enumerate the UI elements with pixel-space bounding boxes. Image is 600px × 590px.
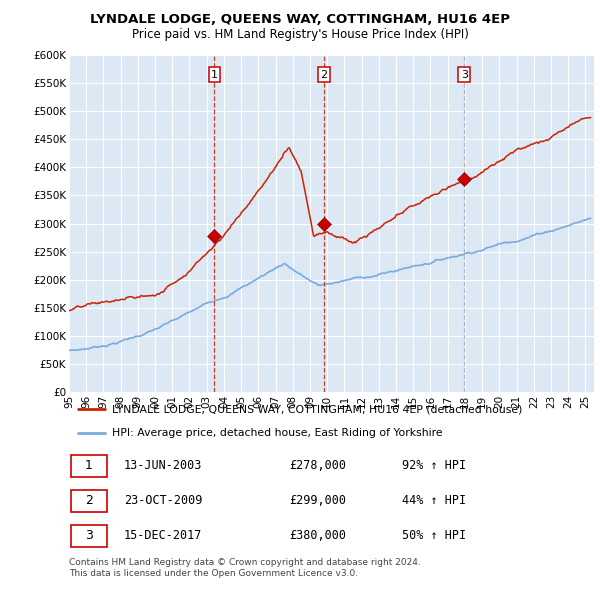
Text: 2: 2 (320, 70, 328, 80)
Text: Contains HM Land Registry data © Crown copyright and database right 2024.
This d: Contains HM Land Registry data © Crown c… (69, 558, 421, 578)
Point (209, 231, 219, 241)
Text: LYNDALE LODGE, QUEENS WAY, COTTINGHAM, HU16 4EP: LYNDALE LODGE, QUEENS WAY, COTTINGHAM, H… (90, 13, 510, 26)
Text: LYNDALE LODGE, QUEENS WAY, COTTINGHAM, HU16 4EP (detached house): LYNDALE LODGE, QUEENS WAY, COTTINGHAM, H… (112, 404, 523, 414)
Text: 13-JUN-2003: 13-JUN-2003 (124, 460, 203, 473)
Text: £278,000: £278,000 (290, 460, 347, 473)
Text: 2: 2 (85, 494, 93, 507)
Text: 3: 3 (85, 529, 93, 542)
Text: 1: 1 (211, 70, 218, 80)
Text: 50% ↑ HPI: 50% ↑ HPI (403, 529, 467, 542)
Text: 1: 1 (85, 460, 93, 473)
Text: 23-OCT-2009: 23-OCT-2009 (124, 494, 203, 507)
Text: 3: 3 (461, 70, 468, 80)
Text: 92% ↑ HPI: 92% ↑ HPI (403, 460, 467, 473)
Text: £380,000: £380,000 (290, 529, 347, 542)
Text: £299,000: £299,000 (290, 494, 347, 507)
Text: HPI: Average price, detached house, East Riding of Yorkshire: HPI: Average price, detached house, East… (112, 428, 443, 438)
FancyBboxPatch shape (71, 454, 107, 477)
FancyBboxPatch shape (71, 490, 107, 512)
FancyBboxPatch shape (71, 525, 107, 548)
Text: Price paid vs. HM Land Registry's House Price Index (HPI): Price paid vs. HM Land Registry's House … (131, 28, 469, 41)
Point (460, 174, 469, 183)
Text: 15-DEC-2017: 15-DEC-2017 (124, 529, 203, 542)
Text: 44% ↑ HPI: 44% ↑ HPI (403, 494, 467, 507)
Point (319, 219, 329, 229)
